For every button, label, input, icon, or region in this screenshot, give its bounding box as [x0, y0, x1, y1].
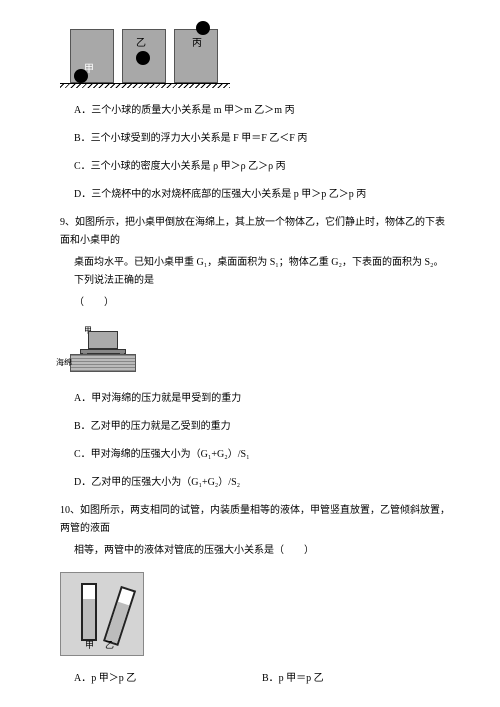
q9-line3: （ ） [74, 294, 450, 312]
sponge [70, 354, 136, 372]
q10-diagram: 甲 乙 [60, 572, 450, 656]
q9-options: A．甲对海绵的压力就是甲受到的重力 B．乙对甲的压力就是乙受到的重力 C．甲对海… [74, 390, 450, 492]
q9-line2: 桌面均水平。已知小桌甲重 G₁，桌面面积为 S₁；物体乙重 G₂，下表面的面积为… [74, 254, 450, 290]
option-a-text: 三个小球的质量大小关系是 m 甲＞m 乙＞m 丙 [91, 105, 294, 116]
option-c: C．甲对海绵的压强大小为（G₁+G₂）/S₁ [74, 446, 450, 464]
ball-bing [196, 21, 210, 35]
tube-jia [81, 583, 97, 641]
q9-text: 9、如图所示，把小桌甲倒放在海绵上，其上放一个物体乙，它们静止时，物体乙的下表面… [60, 214, 450, 250]
tube-jia-fill [83, 599, 95, 639]
option-d: D．三个烧杯中的水对烧杯底部的压强大小关系是 p 甲＞p 乙＞p 丙 [74, 186, 450, 204]
tubes-figure: 甲 乙 [60, 572, 144, 656]
q9-line1: 如图所示，把小桌甲倒放在海绵上，其上放一个物体乙，它们静止时，物体乙的下表面和小… [60, 217, 445, 246]
q10-line2: 相等，两管中的液体对管底的压强大小关系是（ ） [74, 542, 450, 560]
q8-diagram: 甲 乙 丙 [60, 20, 450, 84]
option-c-text: 甲对海绵的压强大小为（G₁+G₂）/S₁ [91, 449, 250, 460]
q8-options: A．三个小球的质量大小关系是 m 甲＞m 乙＞m 丙 B．三个小球受到的浮力大小… [74, 102, 450, 204]
label-yi: 乙 [136, 35, 146, 53]
block-yi [88, 331, 118, 349]
option-c: C．三个小球的密度大小关系是 ρ 甲＞ρ 乙＞ρ 丙 [74, 158, 450, 176]
ball-yi [136, 51, 150, 65]
q10-line1: 如图所示，两支相同的试管，内装质量相等的液体，甲管竖直放置，乙管倾斜放置，两管的… [60, 505, 450, 534]
label-jia: 甲 [84, 61, 94, 79]
tube-label-yi: 乙 [105, 637, 114, 653]
ground-hatching [60, 83, 230, 88]
option-c-text: 三个小球的密度大小关系是 ρ 甲＞ρ 乙＞ρ 丙 [91, 161, 286, 172]
q9: 9、如图所示，把小桌甲倒放在海绵上，其上放一个物体乙，它们静止时，物体乙的下表面… [60, 214, 450, 312]
label-bing: 丙 [192, 35, 202, 53]
option-b: B．三个小球受到的浮力大小关系是 F 甲＝F 乙＜F 丙 [74, 130, 450, 148]
sponge-label: 海绵 [56, 356, 72, 370]
q9-diagram: 甲 海绵 [60, 324, 450, 376]
option-b-text: 乙对甲的压力就是乙受到的重力 [91, 421, 231, 432]
tube-label-jia: 甲 [85, 637, 94, 653]
sponge-figure: 甲 海绵 [60, 324, 144, 376]
q9-number: 9、 [60, 217, 75, 228]
option-d: D．乙对甲的压强大小为（G₁+G₂）/S₂ [74, 474, 450, 492]
q10-text: 10、如图所示，两支相同的试管，内装质量相等的液体，甲管竖直放置，乙管倾斜放置，… [60, 502, 450, 538]
beakers-figure: 甲 乙 丙 [60, 20, 230, 84]
option-b-text: 三个小球受到的浮力大小关系是 F 甲＝F 乙＜F 丙 [91, 133, 308, 144]
option-a: A．p 甲＞p 乙 [74, 670, 262, 688]
option-d-text: 乙对甲的压强大小为（G₁+G₂）/S₂ [91, 477, 240, 488]
q10: 10、如图所示，两支相同的试管，内装质量相等的液体，甲管竖直放置，乙管倾斜放置，… [60, 502, 450, 560]
option-a-text: p 甲＞p 乙 [91, 673, 136, 684]
option-b-text: p 甲＝p 乙 [279, 673, 324, 684]
option-d-text: 三个烧杯中的水对烧杯底部的压强大小关系是 p 甲＞p 乙＞p 丙 [91, 189, 366, 200]
q10-options: A．p 甲＞p 乙 B．p 甲＝p 乙 [74, 670, 450, 688]
option-a: A．甲对海绵的压力就是甲受到的重力 [74, 390, 450, 408]
q10-number: 10、 [60, 505, 80, 516]
option-a: A．三个小球的质量大小关系是 m 甲＞m 乙＞m 丙 [74, 102, 450, 120]
option-a-text: 甲对海绵的压力就是甲受到的重力 [91, 393, 241, 404]
option-b: B．p 甲＝p 乙 [262, 670, 450, 688]
option-b: B．乙对甲的压力就是乙受到的重力 [74, 418, 450, 436]
